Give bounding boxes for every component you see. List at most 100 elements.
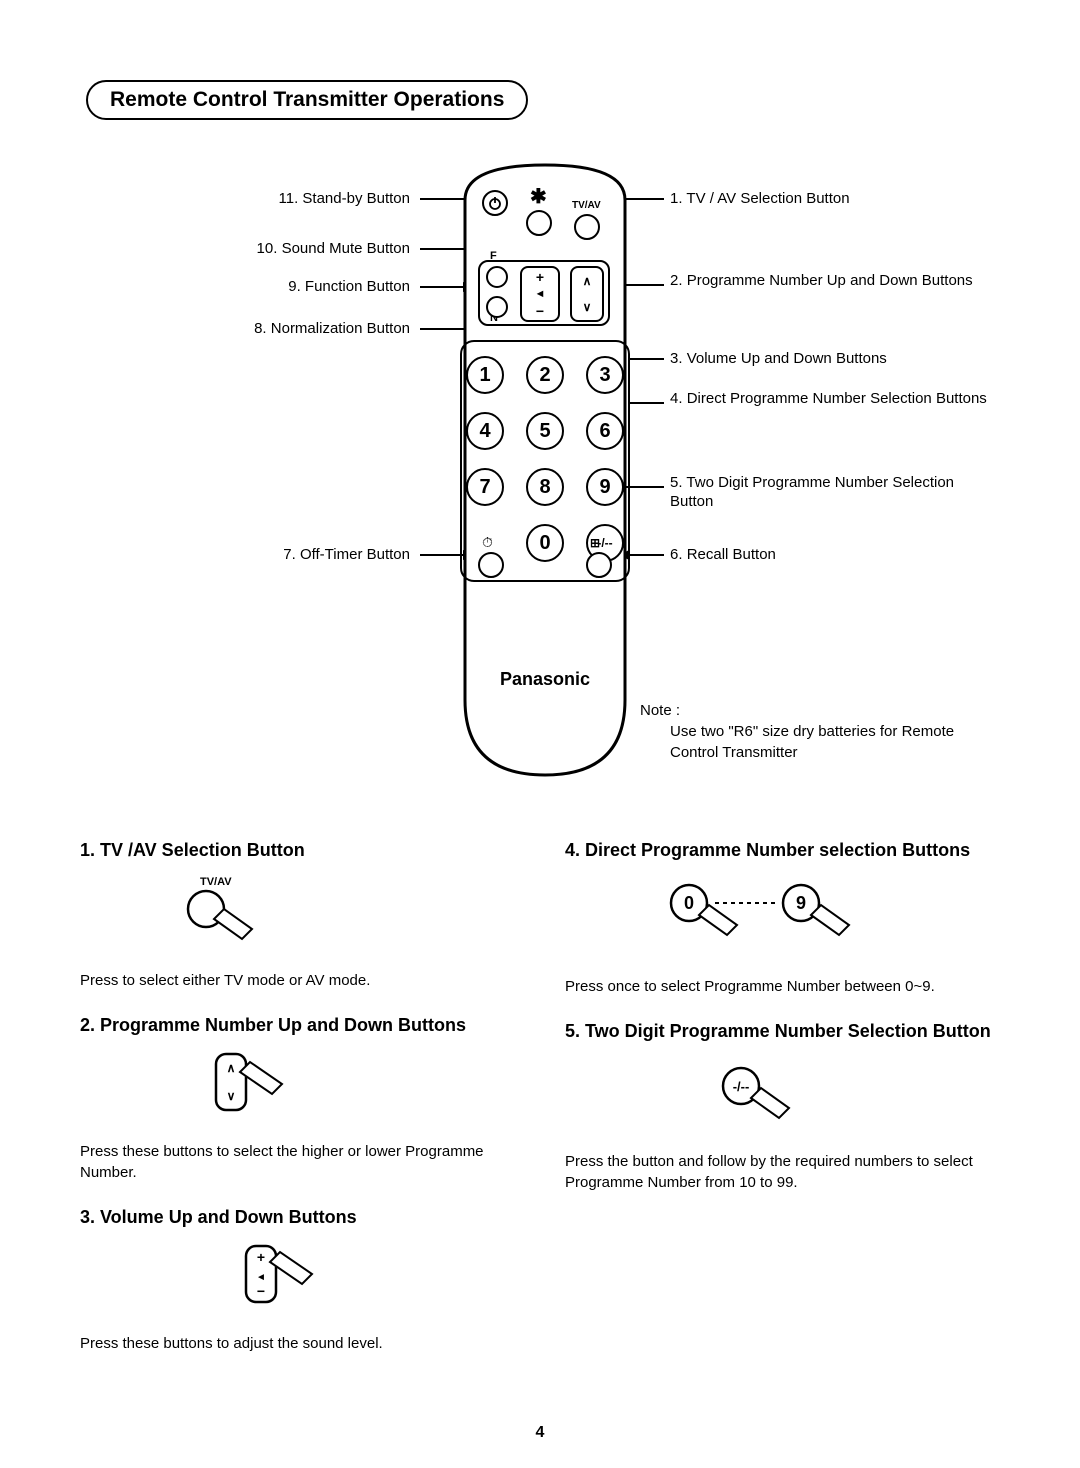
recall-button: [586, 552, 612, 578]
callout-8: 8. Normalization Button: [80, 320, 410, 339]
brand-label: Panasonic: [440, 669, 650, 690]
left-column: 1. TV /AV Selection Button TV/AV Press t…: [80, 830, 525, 1378]
power-icon: [488, 196, 502, 210]
svg-text:0: 0: [684, 893, 694, 913]
note-text: Use two "R6" size dry batteries for Remo…: [640, 721, 980, 763]
function-button: [486, 266, 508, 288]
callout-num: 4.: [670, 390, 683, 407]
normalize-button: [486, 296, 508, 318]
callout-text: Recall Button: [687, 546, 776, 563]
volume-rocker: + ◄ −: [520, 266, 560, 322]
callout-text: Direct Programme Number Selection Button…: [687, 390, 987, 407]
tvav-label: TV/AV: [200, 876, 232, 888]
page-title: Remote Control Transmitter Operations: [86, 80, 528, 120]
off-timer-button: [478, 552, 504, 578]
callout-3: 3. Volume Up and Down Buttons: [670, 350, 990, 369]
callout-num: 2.: [670, 272, 683, 289]
callout-text: Function Button: [305, 278, 410, 295]
section-3-title: 3. Volume Up and Down Buttons: [80, 1207, 525, 1228]
callout-1: 1. TV / AV Selection Button: [670, 190, 990, 209]
callout-num: 7.: [283, 546, 296, 563]
callout-text: Programme Number Up and Down Buttons: [687, 272, 973, 289]
num-6: 6: [586, 412, 624, 450]
callout-text: Volume Up and Down Buttons: [687, 350, 887, 367]
svg-text:9: 9: [796, 893, 806, 913]
plus-icon: +: [536, 269, 544, 285]
tv-av-press-icon: TV/AV: [170, 873, 290, 953]
num-5: 5: [526, 412, 564, 450]
remote-diagram: 11. Stand-by Button 10. Sound Mute Butto…: [80, 150, 1000, 810]
callout-text: Sound Mute Button: [282, 240, 410, 257]
svg-text:-/--: -/--: [733, 1079, 750, 1094]
section-1-title: 1. TV /AV Selection Button: [80, 840, 525, 861]
callout-text: Two Digit Programme Number Selection But…: [670, 474, 954, 510]
callout-2: 2. Programme Number Up and Down Buttons: [670, 272, 990, 291]
callout-4: 4. Direct Programme Number Selection But…: [670, 390, 990, 409]
callout-num: 1.: [670, 190, 683, 207]
fn-panel: F N + ◄ − ∧ ∨: [478, 260, 610, 326]
chevron-up-icon: ∧: [583, 274, 592, 288]
note-heading: Note :: [640, 700, 980, 721]
svg-text:∨: ∨: [227, 1089, 236, 1103]
programme-rocker: ∧ ∨: [570, 266, 604, 322]
callout-9: 9. Function Button: [80, 278, 410, 297]
mute-button: [526, 210, 552, 236]
recall-icon: ⊞: [590, 536, 600, 550]
timer-icon: ⏱: [482, 534, 493, 551]
vol-updown-icon: + ◄ −: [230, 1240, 350, 1316]
svg-text:◄: ◄: [256, 1272, 266, 1283]
section-4-title: 4. Direct Programme Number selection But…: [565, 840, 1010, 861]
callout-num: 3.: [670, 350, 683, 367]
callout-text: Normalization Button: [271, 320, 410, 337]
section-4-body: Press once to select Programme Number be…: [565, 977, 1010, 997]
f-label: F: [490, 250, 497, 262]
svg-text:−: −: [257, 1283, 265, 1299]
mute-symbol: ✱: [530, 184, 547, 209]
num-2: 2: [526, 356, 564, 394]
num-3: 3: [586, 356, 624, 394]
prog-updown-icon: ∧ ∨: [200, 1048, 320, 1124]
remote-body: ✱ TV/AV F N + ◄ − ∧ ∨: [440, 160, 650, 780]
callout-num: 5.: [670, 474, 683, 491]
num-1: 1: [466, 356, 504, 394]
right-column: 4. Direct Programme Number selection But…: [565, 830, 1010, 1378]
callout-num: 8.: [254, 320, 267, 337]
callout-10: 10. Sound Mute Button: [80, 240, 410, 259]
section-1-body: Press to select either TV mode or AV mod…: [80, 971, 525, 991]
speaker-icon: ◄: [535, 288, 546, 300]
num-7: 7: [466, 468, 504, 506]
tvav-small-label: TV/AV: [572, 200, 601, 211]
section-5-body: Press the button and follow by the requi…: [565, 1152, 1010, 1193]
callout-num: 6.: [670, 546, 683, 563]
callout-text: TV / AV Selection Button: [686, 190, 849, 207]
chevron-down-icon: ∨: [583, 300, 592, 314]
section-5-title: 5. Two Digit Programme Number Selection …: [565, 1021, 1010, 1042]
callout-num: 9.: [288, 278, 301, 295]
standby-button: [482, 190, 508, 216]
num-4: 4: [466, 412, 504, 450]
section-3-body: Press these buttons to adjust the sound …: [80, 1334, 525, 1354]
callout-text: Stand-by Button: [302, 190, 410, 207]
callout-num: 10.: [257, 240, 278, 257]
callout-5: 5. Two Digit Programme Number Selection …: [670, 474, 990, 512]
tv-av-button: [574, 214, 600, 240]
num-8: 8: [526, 468, 564, 506]
svg-text:∧: ∧: [227, 1061, 236, 1075]
callout-6: 6. Recall Button: [670, 546, 990, 565]
minus-icon: −: [536, 303, 544, 319]
section-2-body: Press these buttons to select the higher…: [80, 1142, 525, 1183]
note-block: Note : Use two "R6" size dry batteries f…: [640, 700, 980, 763]
callout-num: 11.: [279, 190, 299, 207]
num-9: 9: [586, 468, 624, 506]
svg-text:+: +: [257, 1249, 265, 1265]
callout-text: Off-Timer Button: [300, 546, 410, 563]
two-digit-press-icon: -/--: [705, 1054, 825, 1134]
direct-number-icon: 0 9: [655, 873, 875, 959]
page-number: 4: [0, 1424, 1080, 1442]
callout-11: 11. Stand-by Button: [80, 190, 410, 209]
num-0: 0: [526, 524, 564, 562]
page: Remote Control Transmitter Operations 11…: [0, 0, 1080, 1468]
sections: 1. TV /AV Selection Button TV/AV Press t…: [80, 830, 1010, 1378]
section-2-title: 2. Programme Number Up and Down Buttons: [80, 1015, 525, 1036]
callout-7: 7. Off-Timer Button: [80, 546, 410, 565]
